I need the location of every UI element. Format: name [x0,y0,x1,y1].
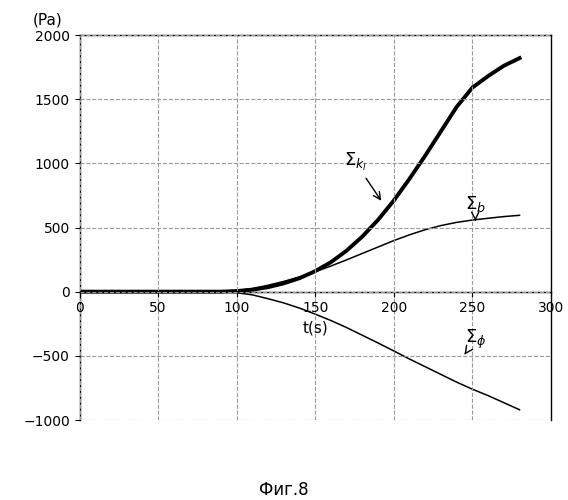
Text: $\Sigma_{k_l}$: $\Sigma_{k_l}$ [344,151,381,200]
Text: Фиг.8: Фиг.8 [259,481,309,499]
Text: $\Sigma_b$: $\Sigma_b$ [465,194,486,220]
Text: (Pa): (Pa) [32,12,62,28]
X-axis label: t(s): t(s) [302,321,328,336]
Text: $\Sigma_\phi$: $\Sigma_\phi$ [465,328,486,353]
